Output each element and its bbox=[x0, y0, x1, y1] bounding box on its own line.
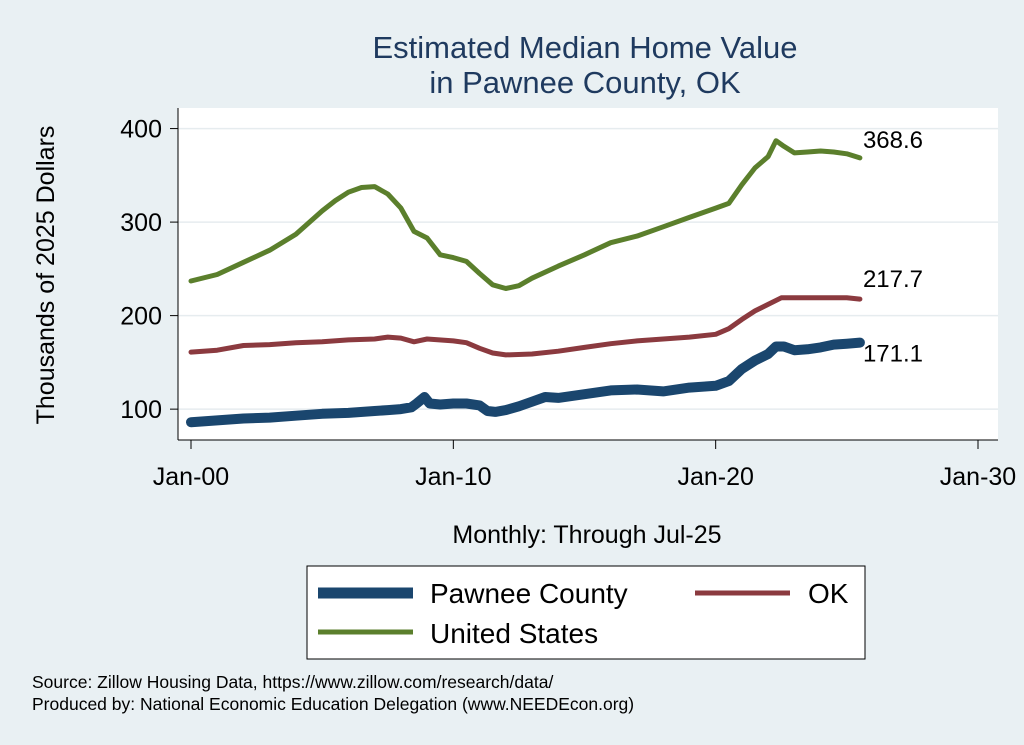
source-note: Source: Zillow Housing Data, https://www… bbox=[32, 672, 553, 692]
end-label-pawnee-county: 171.1 bbox=[863, 341, 923, 368]
axes: 100 200 300 400 Jan-00 Jan-10 Jan-20 Jan-30 bbox=[120, 108, 1016, 491]
x-tick-label-Jan-20: Jan-20 bbox=[677, 463, 753, 491]
x-axis-title: Monthly: Through Jul-25 bbox=[452, 521, 721, 549]
series-line-united-states bbox=[188, 138, 863, 291]
x-tick-label-Jan-10: Jan-10 bbox=[415, 463, 491, 491]
y-axis-title: Thousands of 2025 Dollars bbox=[32, 126, 60, 425]
produced-by-note: Produced by: National Economic Education… bbox=[32, 694, 634, 714]
legend-label-pawnee: Pawnee County bbox=[430, 578, 628, 609]
series-lines bbox=[186, 138, 865, 428]
chart-title-line-2: in Pawnee County, OK bbox=[429, 65, 741, 100]
end-label-ok: 217.7 bbox=[863, 266, 923, 293]
y-tick-label-200: 200 bbox=[120, 303, 162, 331]
x-tick-label-Jan-30: Jan-30 bbox=[940, 463, 1016, 491]
legend-label-ok: OK bbox=[808, 578, 849, 609]
chart-title-line-1: Estimated Median Home Value bbox=[372, 30, 797, 65]
legend-box bbox=[306, 565, 866, 660]
legend: Pawnee County OK United States bbox=[306, 565, 866, 660]
gridlines bbox=[178, 127, 998, 410]
plot-area bbox=[178, 108, 998, 440]
x-tick-label-Jan-00: Jan-00 bbox=[153, 463, 229, 491]
series-line-ok bbox=[188, 295, 863, 358]
legend-label-us: United States bbox=[430, 618, 598, 649]
y-tick-label-400: 400 bbox=[120, 116, 162, 144]
y-tick-label-100: 100 bbox=[120, 396, 162, 424]
y-tick-label-300: 300 bbox=[120, 209, 162, 237]
end-labels: 171.1 217.7 368.6 bbox=[863, 127, 923, 368]
end-label-united-states: 368.6 bbox=[863, 127, 923, 154]
series-line-pawnee-county bbox=[186, 337, 865, 428]
